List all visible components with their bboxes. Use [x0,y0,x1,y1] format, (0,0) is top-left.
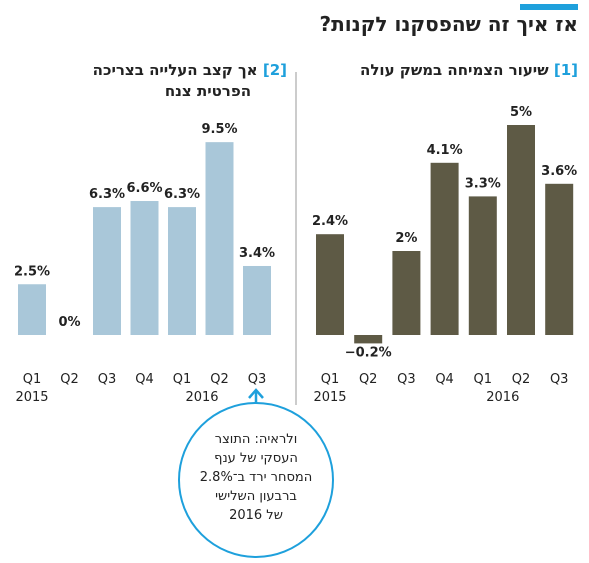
x-group-label: 2016 [486,390,519,405]
chart-title-line: [1] שיעור הצמיחה במשק עולה [360,60,578,81]
bar [93,207,121,335]
page-title: אז איך זה שהפסקנו לקנות? [319,12,579,36]
annotation-line: של 2016 [180,506,332,525]
bar [316,234,344,335]
value-label: 2% [395,231,417,246]
chart-title-text: הפרטית צנח [164,82,251,100]
chart-title-line: הפרטית צנח [93,81,287,102]
value-label: 4.1% [427,143,463,158]
x-tick-label: Q3 [248,372,267,387]
chart-title: [1] שיעור הצמיחה במשק עולה [360,60,578,81]
bar [18,284,46,335]
annotation-text: המסחר ירד ב־2.8% [199,470,313,485]
x-group-label: 2016 [185,390,218,405]
chart-number: [2] [262,61,287,79]
annotation-line: ולראיה: התוצר [180,430,332,449]
value-label: 2.5% [14,264,50,279]
annotation: ולראיה: התוצר העסקי של ענף המסחר ירד ב־2.8… [180,430,332,525]
bar [430,162,459,335]
annotation-line: המסחר ירד ב־2.8% [180,468,332,487]
bar [545,183,574,335]
x-tick-label: Q1 [23,372,42,387]
x-tick-label: Q2 [512,372,531,387]
annotation-arrowhead [248,388,264,399]
annotation-text: ולראיה: התוצר [214,432,298,447]
bar [507,125,535,335]
value-label: 3.3% [465,176,501,191]
value-label: 6.6% [126,181,162,196]
bar [468,196,497,335]
annotation-text: ברבעון השלישי [215,489,297,504]
x-tick-label: Q4 [135,372,154,387]
annotation-text: העסקי של ענף [214,451,298,466]
x-tick-label: Q2 [359,372,378,387]
chart-title-text: אך קצב העלייה בצריכה [92,61,258,79]
value-label: 2.4% [312,214,348,229]
value-label: −0.2% [345,345,392,360]
bar [168,207,196,335]
value-label: 3.6% [541,164,577,179]
annotation-line: ברבעון השלישי [180,487,332,506]
value-label: 6.3% [89,187,125,202]
bar [392,251,421,335]
x-tick-label: Q4 [435,372,454,387]
x-tick-label: Q1 [173,372,192,387]
annotation-text: של 2016 [229,508,283,523]
x-tick-label: Q3 [550,372,569,387]
x-tick-label: Q2 [60,372,79,387]
value-label: 9.5% [201,122,237,137]
value-label: 0% [58,315,80,330]
x-tick-label: Q1 [474,372,493,387]
accent-bar [520,4,578,10]
x-tick-label: Q2 [210,372,229,387]
x-group-label: 2015 [313,390,346,405]
value-label: 5% [510,105,532,120]
value-label: 3.4% [239,246,275,261]
bar [130,201,159,335]
bar [205,142,234,335]
value-label: 6.3% [164,187,200,202]
x-tick-label: Q1 [321,372,340,387]
chart-title: [2] אך קצב העלייה בצריכה הפרטית צנח [93,60,287,102]
chart-number: [1] [553,61,578,79]
annotation-line: העסקי של ענף [180,449,332,468]
x-tick-label: Q3 [397,372,416,387]
bar [354,335,383,344]
chart-title-line: [2] אך קצב העלייה בצריכה [93,60,287,81]
bar [243,265,271,335]
chart-title-text: שיעור הצמיחה במשק עולה [360,61,549,79]
x-group-label: 2015 [15,390,48,405]
x-tick-label: Q3 [98,372,117,387]
